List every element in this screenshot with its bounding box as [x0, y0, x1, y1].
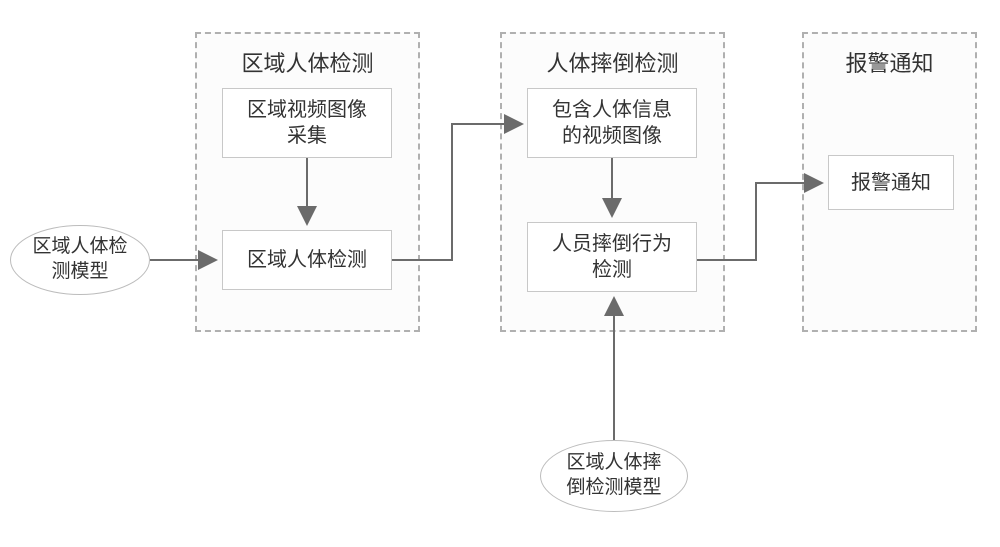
- box-b4: 人员摔倒行为 检测: [527, 222, 697, 292]
- ellipse-e2: 区域人体摔 倒检测模型: [540, 440, 688, 512]
- box-b3: 包含人体信息 的视频图像: [527, 88, 697, 158]
- box-b2: 区域人体检测: [222, 230, 392, 290]
- panel-title-p3: 报警通知: [804, 46, 975, 78]
- panel-title-p1: 区域人体检测: [197, 46, 418, 78]
- diagram-canvas: 区域人体检测人体摔倒检测报警通知区域视频图像 采集区域人体检测包含人体信息 的视…: [0, 0, 1000, 547]
- ellipse-e1: 区域人体检 测模型: [10, 225, 150, 295]
- panel-title-p2: 人体摔倒检测: [502, 46, 723, 78]
- box-b1: 区域视频图像 采集: [222, 88, 392, 158]
- box-b5: 报警通知: [828, 155, 954, 210]
